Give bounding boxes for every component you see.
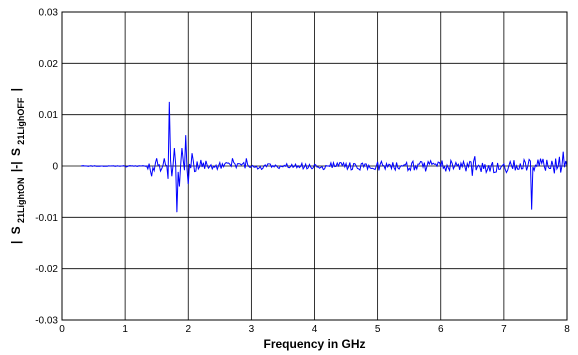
y-tick-labels: -0.03 -0.02 -0.01 0 0.01 0.02 0.03 bbox=[35, 8, 58, 327]
y-tick-label: 0.01 bbox=[39, 110, 59, 121]
y-axis-title-sub-left: 21LightON bbox=[16, 177, 26, 223]
y-tick-label: 0.02 bbox=[39, 59, 59, 70]
x-tick-label: 5 bbox=[375, 324, 381, 335]
y-axis-title-middle: |-| bbox=[9, 161, 23, 172]
y-axis-title-s-left: S bbox=[9, 226, 23, 234]
x-tick-label: 2 bbox=[185, 324, 191, 335]
y-axis-title: | S 21LightON |-| S 21LighOFF | bbox=[9, 88, 27, 244]
x-tick-label: 6 bbox=[438, 324, 444, 335]
x-tick-labels: 0 1 2 3 4 5 6 7 8 bbox=[59, 324, 570, 335]
y-tick-label: 0 bbox=[52, 162, 58, 173]
y-axis-title-bar-left: | bbox=[9, 241, 23, 244]
x-tick-label: 0 bbox=[59, 324, 65, 335]
y-tick-label: -0.02 bbox=[35, 264, 58, 275]
series-line bbox=[80, 101, 568, 213]
plot-frame bbox=[61, 11, 568, 321]
x-tick-label: 4 bbox=[312, 324, 318, 335]
y-tick-label: -0.01 bbox=[35, 213, 58, 224]
x-axis-title: Frequency in GHz bbox=[263, 337, 365, 351]
x-tick-label: 7 bbox=[501, 324, 507, 335]
y-axis-title-s-right: S bbox=[9, 148, 23, 156]
x-tick-label: 1 bbox=[122, 324, 128, 335]
x-tick-label: 8 bbox=[564, 324, 570, 335]
y-tick-label: -0.03 bbox=[35, 316, 58, 327]
x-tick-label: 3 bbox=[249, 324, 255, 335]
y-axis-title-bar-right: | bbox=[9, 88, 23, 91]
y-tick-label: 0.03 bbox=[39, 8, 59, 19]
y-axis-title-sub-right: 21LighOFF bbox=[16, 97, 26, 145]
